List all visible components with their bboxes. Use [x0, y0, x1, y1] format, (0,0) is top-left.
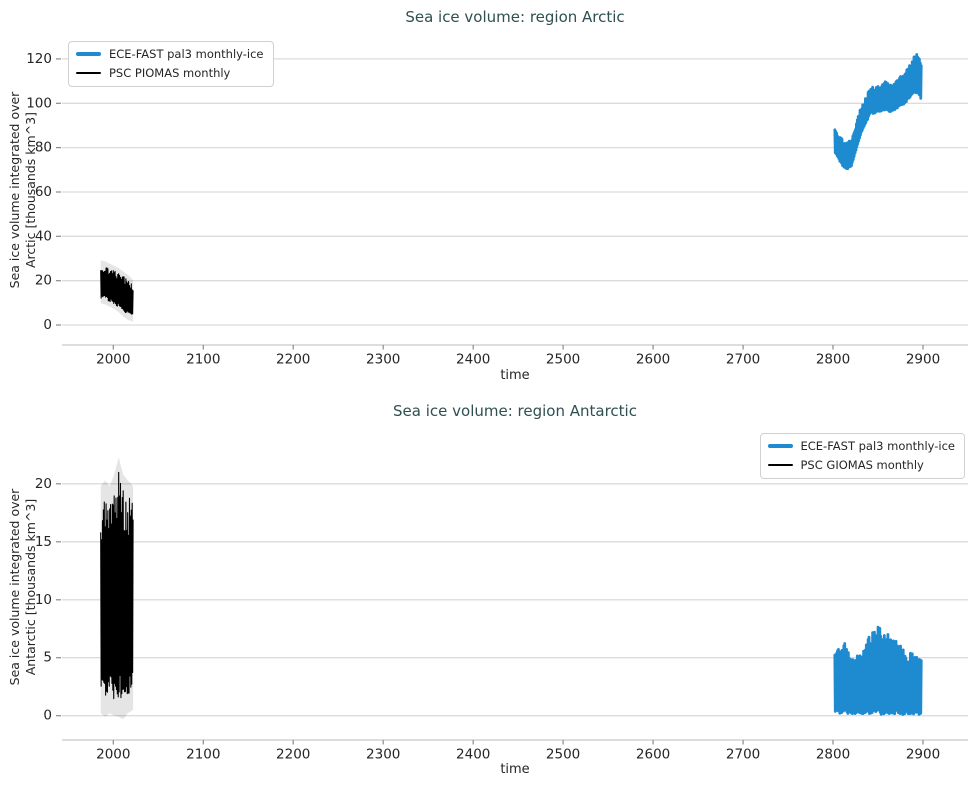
- legend-entry: PSC GIOMAS monthly: [767, 458, 956, 472]
- series-line: [100, 267, 134, 315]
- x-tick-label: 2300: [366, 747, 400, 763]
- x-tick-label: 2000: [96, 352, 130, 368]
- x-tick-label: 2900: [906, 352, 940, 368]
- chart-title: Sea ice volume: region Antarctic: [393, 402, 637, 420]
- y-tick-label: 5: [43, 650, 52, 666]
- x-axis-label: time: [500, 762, 530, 777]
- arctic-sea-ice-volume-chart: Sea ice volume: region Arctic Sea ice vo…: [7, 8, 968, 383]
- legend: ECE-FAST pal3 monthly-ice PSC GIOMAS mont…: [759, 433, 965, 479]
- x-tick-label: 2200: [276, 352, 310, 368]
- y-tick-label: 15: [35, 534, 52, 550]
- legend-label: PSC PIOMAS monthly: [109, 66, 231, 80]
- y-tick-label: 100: [26, 95, 52, 111]
- y-tick-label: 0: [43, 317, 52, 333]
- y-tick-label: 120: [26, 51, 52, 67]
- series-line: [100, 471, 134, 700]
- x-tick-label: 2000: [96, 747, 130, 763]
- y-tick-label: 80: [35, 140, 52, 156]
- plot-area: 2000 2100 2200 2300 2400 2500 2600 2700 2800 2900…: [26, 51, 968, 368]
- y-tick-label: 10: [35, 592, 52, 608]
- legend-line-swatch: [76, 52, 101, 56]
- legend-label: ECE-FAST pal3 monthly-ice: [109, 47, 264, 61]
- legend-label: PSC GIOMAS monthly: [800, 458, 924, 472]
- y-tick-label: 40: [35, 228, 52, 244]
- legend-entry: ECE-FAST pal3 monthly-ice: [76, 47, 264, 61]
- x-tick-label: 2800: [816, 352, 850, 368]
- legend-line-swatch: [767, 444, 793, 448]
- plot-area: 2000 2100 2200 2300 2400 2500 2600 2700 2800 2900…: [35, 457, 968, 763]
- x-tick-label: 2200: [276, 747, 310, 763]
- x-tick-label: 2100: [186, 747, 220, 763]
- x-tick-label: 2100: [186, 352, 220, 368]
- x-tick-label: 2700: [726, 352, 760, 368]
- x-tick-label: 2400: [456, 747, 490, 763]
- y-tick-label: 60: [35, 184, 52, 200]
- y-tick-label: 20: [35, 273, 52, 289]
- x-tick-label: 2600: [636, 747, 670, 763]
- series-line: [833, 53, 923, 171]
- legend-line-swatch: [76, 72, 101, 74]
- legend-entry: PSC PIOMAS monthly: [76, 66, 264, 80]
- chart-title: Sea ice volume: region Arctic: [405, 8, 625, 26]
- x-tick-label: 2600: [636, 352, 670, 368]
- y-tick-label: 20: [35, 476, 52, 492]
- x-tick-label: 2500: [546, 747, 580, 763]
- series-line: [833, 625, 923, 716]
- x-tick-label: 2500: [546, 352, 580, 368]
- legend-entry: ECE-FAST pal3 monthly-ice: [767, 439, 956, 453]
- x-tick-label: 2300: [366, 352, 400, 368]
- antarctic-sea-ice-volume-chart: Sea ice volume: region Antarctic Sea ice…: [0, 394, 978, 788]
- legend-line-swatch: [767, 464, 793, 466]
- x-tick-label: 2800: [816, 747, 850, 763]
- legend: ECE-FAST pal3 monthly-ice PSC PIOMAS mont…: [68, 41, 274, 87]
- x-axis-label: time: [500, 368, 530, 383]
- x-tick-label: 2400: [456, 352, 490, 368]
- y-tick-label: 0: [43, 708, 52, 724]
- legend-label: ECE-FAST pal3 monthly-ice: [800, 439, 956, 453]
- x-tick-label: 2700: [726, 747, 760, 763]
- x-tick-label: 2900: [906, 747, 940, 763]
